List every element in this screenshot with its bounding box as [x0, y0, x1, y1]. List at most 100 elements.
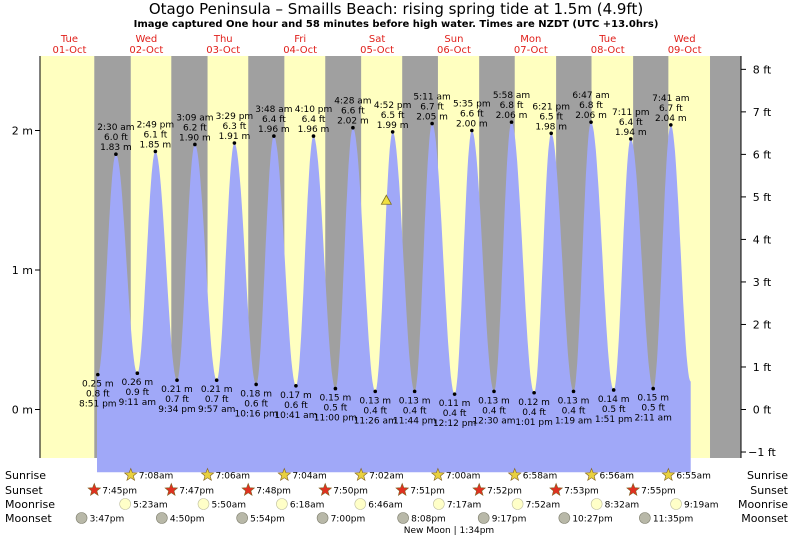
day-name-label: Fri — [294, 34, 306, 45]
astro-time-label: 6:46am — [368, 501, 403, 511]
extreme-time-label: 3:48 am — [255, 105, 292, 115]
extreme-m-label: 0.13 m — [478, 396, 510, 406]
extreme-point — [294, 383, 298, 388]
moonset-moon-icon — [316, 512, 329, 524]
extreme-point — [390, 130, 395, 134]
right-tick-label: 3 ft — [753, 276, 772, 289]
extreme-ft-label: 6.7 ft — [420, 103, 444, 113]
right-tick-label: 1 ft — [753, 361, 772, 374]
astro-time-label: 3:47pm — [90, 515, 125, 525]
extreme-time-label: 9:11 am — [119, 398, 156, 408]
right-tick-label: 2 ft — [753, 318, 772, 331]
extreme-time-label: 12:12 pm — [433, 419, 476, 429]
extreme-point — [589, 120, 593, 124]
moonset-moon-icon — [558, 512, 571, 524]
extreme-time-label: 12:30 am — [472, 416, 515, 426]
sunset-star-icon — [472, 482, 487, 496]
sunrise-star-icon — [661, 467, 676, 481]
extreme-ft-label: 0.5 ft — [324, 404, 348, 414]
tide-area — [97, 122, 691, 473]
sunset-star-icon — [164, 482, 179, 496]
astro-row-label-left: Sunrise — [5, 469, 46, 482]
extreme-m-label: 0.14 m — [598, 395, 630, 405]
sunrise-star-icon — [123, 467, 138, 481]
extreme-point — [135, 371, 140, 376]
astro-time-label: 5:50am — [211, 501, 246, 511]
current-tide-triangle — [380, 194, 393, 205]
extreme-point — [351, 125, 355, 130]
moonrise-moon-icon — [197, 498, 210, 510]
extreme-point — [175, 378, 179, 383]
extreme-time-label: 1:01 pm — [515, 418, 553, 428]
chart-title: Otago Peninsula – Smaills Beach: rising … — [149, 0, 643, 18]
astro-time-label: 5:54pm — [250, 515, 285, 525]
day-name-label: Mon — [520, 34, 541, 45]
extreme-m-label: 1.96 m — [298, 125, 330, 135]
sunset-star-icon — [549, 482, 564, 496]
extreme-m-label: 0.18 m — [240, 389, 272, 399]
extreme-time-label: 3:29 pm — [216, 112, 254, 122]
extreme-m-label: 0.13 m — [359, 396, 391, 406]
day-labels: Tue01-OctWed02-OctThu03-OctFri04-OctSat0… — [52, 34, 701, 56]
moonrise-moon-icon — [590, 498, 603, 510]
extreme-time-label: 7:11 pm — [612, 108, 650, 118]
extreme-point — [311, 134, 316, 138]
astro-time-label: 7:06am — [216, 472, 251, 482]
extreme-time-label: 1:19 am — [555, 416, 592, 426]
extreme-ft-label: 6.3 ft — [223, 122, 247, 132]
day-date-label: 06-Oct — [437, 45, 471, 56]
day-name-label: Sat — [369, 34, 385, 45]
extreme-m-label: 2.02 m — [337, 117, 369, 127]
right-tick-label: −1 ft — [748, 446, 776, 459]
extreme-time-label: 6:47 am — [572, 91, 609, 101]
extreme-m-label: 0.17 m — [280, 391, 312, 401]
moonset-moon-icon — [75, 512, 88, 524]
astro-time-label: 7:00am — [446, 472, 481, 482]
extreme-ft-label: 6.8 ft — [579, 101, 603, 111]
left-tick-label: 0 m — [12, 404, 33, 417]
astro-time-label: 6:55am — [676, 472, 711, 482]
extreme-time-label: 10:41 am — [274, 411, 317, 421]
extreme-m-label: 0.13 m — [558, 396, 590, 406]
astro-row-label-right: Moonrise — [738, 498, 788, 511]
extreme-m-label: 1.85 m — [140, 140, 172, 150]
extreme-time-label: 4:28 am — [334, 97, 371, 107]
extreme-point — [571, 389, 576, 394]
day-name-label: Tue — [598, 34, 616, 45]
extreme-m-label: 1.99 m — [377, 121, 409, 131]
astro-time-label: 7:45pm — [102, 487, 137, 497]
extreme-ft-label: 0.9 ft — [125, 388, 149, 398]
extreme-m-label: 0.15 m — [637, 394, 669, 404]
extreme-m-label: 2.06 m — [496, 111, 528, 121]
extreme-time-label: 10:16 pm — [235, 409, 278, 419]
astro-time-label: 7:02am — [369, 472, 404, 482]
extreme-ft-label: 6.8 ft — [500, 101, 524, 111]
extreme-time-label: 2:49 pm — [137, 120, 175, 130]
moonrise-moon-icon — [119, 498, 131, 510]
sunrise-star-icon — [354, 467, 369, 481]
extreme-m-label: 0.13 m — [399, 396, 431, 406]
astro-time-label: 7:53pm — [564, 487, 599, 497]
extreme-m-label: 0.15 m — [320, 394, 352, 404]
extreme-ft-label: 0.4 ft — [482, 406, 506, 416]
moonset-moon-icon — [236, 512, 248, 524]
night-band — [710, 56, 741, 458]
sunset-star-icon — [241, 482, 256, 496]
astro-time-label: 6:58am — [523, 472, 558, 482]
extreme-time-label: 4:10 pm — [295, 105, 333, 115]
day-date-label: 05-Oct — [360, 45, 394, 56]
new-moon-label: New Moon | 1:34pm — [404, 526, 494, 536]
axes: 0 m 1 m 2 m −1 ft 0 ft 1 ft 2 ft 3 ft 4 ft 5 ft 6 … — [12, 56, 777, 459]
extreme-m-label: 2.06 m — [575, 111, 607, 121]
astro-time-label: 9:17pm — [492, 515, 527, 525]
extreme-point — [232, 141, 237, 145]
extreme-m-label: 2.05 m — [416, 113, 448, 123]
extreme-m-label: 1.96 m — [258, 125, 290, 135]
right-tick-label: 0 ft — [753, 404, 772, 417]
day-date-label: 02-Oct — [129, 45, 163, 56]
right-tick-label: 5 ft — [753, 191, 772, 204]
extreme-time-label: 4:52 pm — [374, 101, 412, 111]
extreme-m-label: 1.90 m — [179, 133, 211, 143]
extreme-point — [333, 386, 338, 391]
extreme-labels: 0.25 m0.8 ft8:51 pm 2:30 am6.0 ft1.83 m 0.… — [79, 91, 689, 429]
